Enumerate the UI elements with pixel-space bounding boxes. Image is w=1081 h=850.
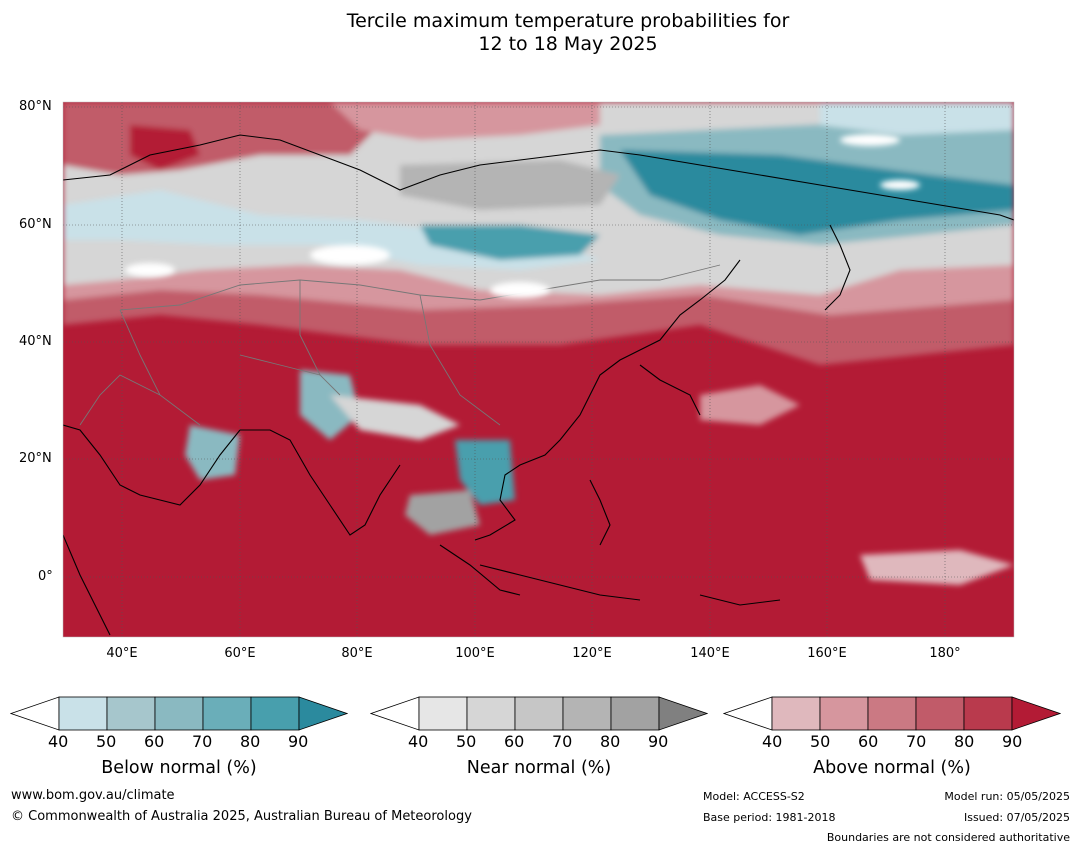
- colorbar-box: [610, 696, 660, 731]
- below-normal-arabia: [185, 425, 240, 480]
- colorbar-box: [562, 696, 612, 731]
- website-link[interactable]: www.bom.gov.au/climate: [11, 788, 175, 803]
- lon-label-40e: 40°E: [106, 646, 138, 661]
- colorbar-title-below: Below normal (%): [101, 758, 257, 778]
- lat-label-80n: 80°N: [19, 99, 52, 114]
- base-period-text: Base period: 1981-2018: [703, 811, 836, 824]
- near-normal-core-central: [400, 160, 620, 210]
- colorbar-box: [250, 696, 300, 731]
- lat-label-20n: 20°N: [19, 451, 52, 466]
- colorbar-over-triangle: [1011, 696, 1061, 731]
- colorbar-box: [963, 696, 1013, 731]
- colorbar-box: [867, 696, 917, 731]
- above-normal-arctic-core: [130, 125, 200, 170]
- colorbar-title-above: Above normal (%): [813, 758, 971, 778]
- cb-tick: 40: [48, 732, 69, 751]
- lat-label-60n: 60°N: [19, 217, 52, 232]
- map-title: Tercile maximum temperature probabilitie…: [0, 10, 1081, 56]
- cb-tick: 40: [408, 732, 429, 751]
- above-normal-pacific-light: [700, 385, 800, 425]
- colorbar-over-triangle: [298, 696, 348, 731]
- cb-tick: 70: [906, 732, 927, 751]
- below-normal-tibet: [300, 370, 360, 440]
- colorbar-box: [202, 696, 252, 731]
- cb-tick: 50: [810, 732, 831, 751]
- issued-text: Issued: 07/05/2025: [963, 811, 1070, 824]
- lon-label-140e: 140°E: [690, 646, 730, 661]
- boundaries-disclaimer: Boundaries are not considered authoritat…: [826, 831, 1070, 844]
- cb-tick: 70: [552, 732, 573, 751]
- colorbar-near-normal: [370, 696, 708, 731]
- cb-tick: 50: [456, 732, 477, 751]
- colorbar-below-normal: [10, 696, 348, 731]
- above-normal-arctic-east: [330, 102, 600, 140]
- lon-label-100e: 100°E: [455, 646, 495, 661]
- cb-tick: 90: [1002, 732, 1023, 751]
- lon-label-60e: 60°E: [224, 646, 256, 661]
- cb-tick: 50: [96, 732, 117, 751]
- cb-tick: 90: [288, 732, 309, 751]
- colorbar-box: [514, 696, 564, 731]
- colorbar-under-triangle: [370, 696, 420, 731]
- title-line-1: Tercile maximum temperature probabilitie…: [346, 10, 790, 32]
- colorbar-title-near: Near normal (%): [466, 758, 612, 778]
- below-normal-indochina: [455, 440, 515, 505]
- colorbar-above-normal: [723, 696, 1061, 731]
- below-normal-arctic-coast: [820, 102, 1014, 135]
- map-frame: [62, 101, 1015, 638]
- low-signal-patches: [125, 134, 920, 298]
- cb-tick: 60: [504, 732, 525, 751]
- colorbar-box: [466, 696, 516, 731]
- country-borders: [79, 264, 721, 426]
- lon-label-160e: 160°E: [807, 646, 847, 661]
- near-normal-borneo: [405, 490, 480, 535]
- title-line-2: 12 to 18 May 2025: [478, 33, 658, 55]
- coastlines: [63, 134, 1014, 636]
- lon-label-120e: 120°E: [572, 646, 612, 661]
- below-normal-core-siberia: [620, 150, 1014, 235]
- colorbar-under-triangle: [723, 696, 773, 731]
- above-normal-pacific-light-2: [860, 550, 1014, 585]
- cb-tick: 60: [144, 732, 165, 751]
- lon-label-180: 180°: [929, 646, 961, 661]
- model-run-text: Model run: 05/05/2025: [944, 790, 1070, 803]
- probability-map: [62, 101, 1015, 638]
- cb-tick: 40: [762, 732, 783, 751]
- cb-tick: 80: [954, 732, 975, 751]
- colorbar-under-triangle: [10, 696, 60, 731]
- below-normal-core-centralasia: [420, 225, 600, 260]
- colorbar-box: [58, 696, 108, 731]
- lat-label-40n: 40°N: [19, 334, 52, 349]
- cb-tick: 80: [600, 732, 621, 751]
- colorbar-box: [819, 696, 869, 731]
- colorbar-box: [771, 696, 821, 731]
- colorbar-over-triangle: [658, 696, 708, 731]
- lon-label-80e: 80°E: [341, 646, 373, 661]
- lat-label-0: 0°: [38, 569, 53, 584]
- map-container: 80°N 60°N 40°N 20°N 0° 40°E 60°E 80°E 10…: [0, 95, 1081, 661]
- colorbar-box: [106, 696, 156, 731]
- colorbar-box: [154, 696, 204, 731]
- cb-tick: 60: [858, 732, 879, 751]
- cb-tick: 90: [648, 732, 669, 751]
- colorbar-box: [915, 696, 965, 731]
- near-normal-himalaya: [330, 395, 460, 440]
- cb-tick: 80: [240, 732, 261, 751]
- graticule: [63, 102, 1014, 637]
- colorbar-box: [418, 696, 468, 731]
- model-text: Model: ACCESS-S2: [703, 790, 805, 803]
- cb-tick: 70: [192, 732, 213, 751]
- copyright-text: © Commonwealth of Australia 2025, Austra…: [11, 809, 472, 824]
